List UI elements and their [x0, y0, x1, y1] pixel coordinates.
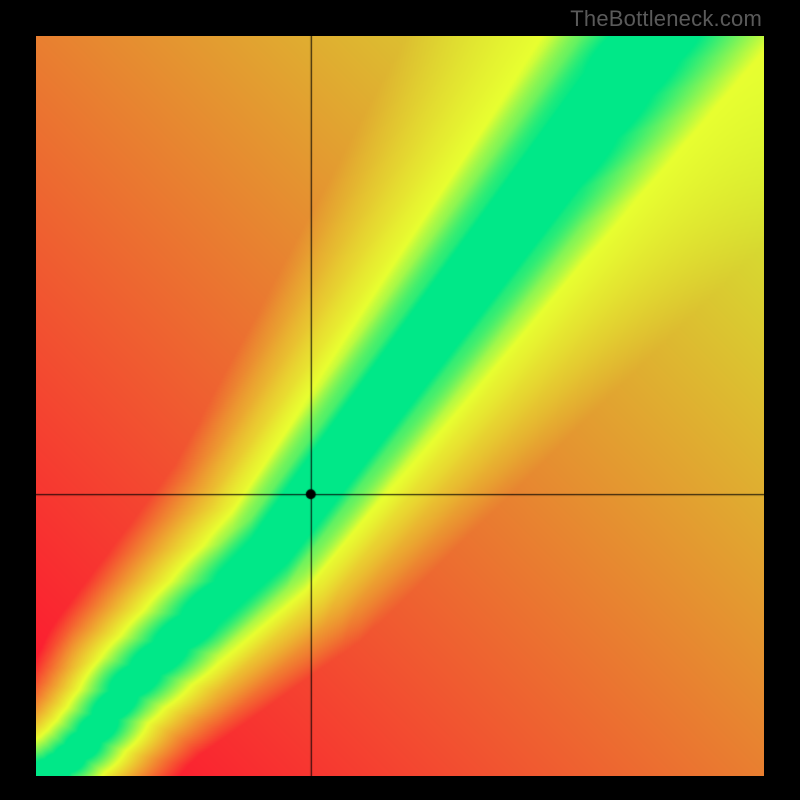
watermark-text: TheBottleneck.com: [570, 6, 762, 32]
chart-container: TheBottleneck.com: [0, 0, 800, 800]
bottleneck-heatmap: [36, 36, 764, 776]
